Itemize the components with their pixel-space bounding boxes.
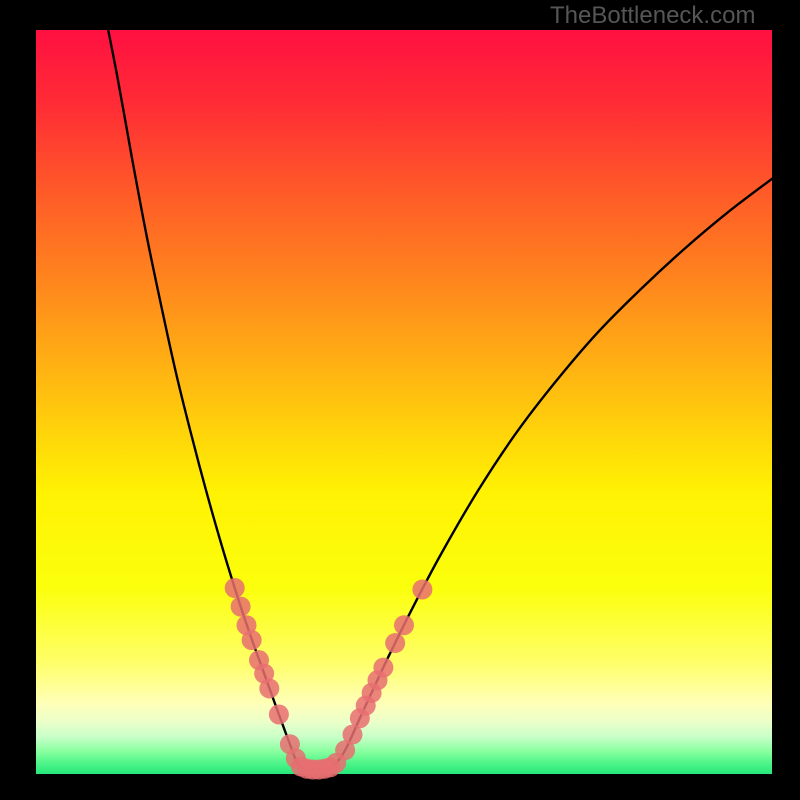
chart-container: TheBottleneck.com [0,0,800,800]
plot-area [36,30,772,774]
watermark-text: TheBottleneck.com [550,2,755,30]
